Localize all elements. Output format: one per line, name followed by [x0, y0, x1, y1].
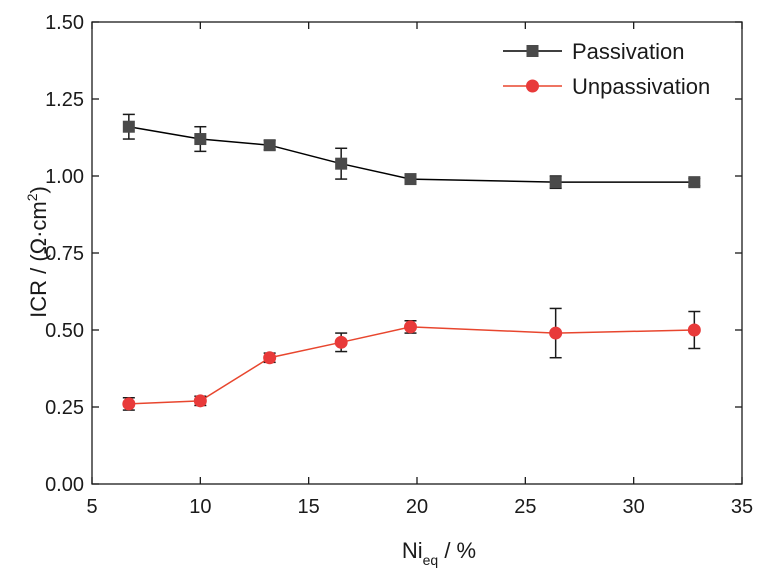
- y-tick-label-2: 0.50: [45, 320, 84, 342]
- y-tick-label-3: 0.75: [45, 243, 84, 265]
- point-unpassivation-3: [334, 335, 348, 349]
- x-tick-label-3: 20: [406, 496, 428, 518]
- axis-ticks: 5 10 15 20 25 30 35 0.00 0.25 0.50 0.75 1.00 1.25 1.5…: [45, 12, 753, 518]
- point-passivation-5: [549, 176, 562, 189]
- x-tick-label-6: 35: [731, 496, 753, 518]
- point-unpassivation-0: [122, 397, 136, 411]
- y-axis-title-close: ): [26, 186, 51, 193]
- legend: Passivation Unpassivation: [503, 39, 710, 99]
- legend-marker-passivation: [526, 45, 539, 57]
- x-axis-title: Nieq / %: [402, 538, 476, 568]
- point-unpassivation-5: [549, 326, 563, 340]
- y-tick-label-4: 1.00: [45, 166, 84, 188]
- x-axis-title-sub: eq: [423, 552, 439, 568]
- point-unpassivation-6: [687, 323, 701, 337]
- point-unpassivation-1: [193, 394, 207, 408]
- y-axis-title-main: ICR / (Ω·cm: [26, 201, 51, 318]
- legend-label-unpassivation: Unpassivation: [572, 74, 710, 99]
- series-line-unpassivation: [128, 326, 695, 405]
- y-axis-title: ICR / (Ω·cm2): [24, 186, 51, 318]
- point-passivation-0: [122, 120, 135, 133]
- y-tick-label-6: 1.50: [45, 12, 84, 34]
- y-tick-label-1: 0.25: [45, 397, 84, 419]
- point-unpassivation-4: [404, 320, 417, 334]
- x-tick-label-1: 10: [189, 496, 211, 518]
- point-passivation-2: [263, 139, 276, 152]
- series-unpassivation: [122, 307, 701, 411]
- point-passivation-1: [194, 133, 207, 146]
- x-axis-title-rest: / %: [438, 538, 476, 563]
- series-layer: [122, 113, 701, 411]
- x-tick-label-2: 15: [298, 496, 320, 518]
- point-passivation-4: [404, 173, 417, 186]
- y-axis-title-sup: 2: [24, 193, 40, 201]
- point-unpassivation-2: [263, 351, 277, 365]
- y-tick-label-0: 0.00: [45, 474, 84, 496]
- x-tick-label-5: 30: [623, 496, 645, 518]
- x-tick-label-0: 5: [86, 496, 97, 518]
- legend-label-passivation: Passivation: [572, 39, 685, 64]
- x-axis-title-main: Ni: [402, 538, 423, 563]
- x-tick-label-4: 25: [514, 496, 536, 518]
- point-passivation-6: [688, 176, 701, 189]
- legend-marker-unpassivation: [526, 79, 539, 93]
- series-passivation: [122, 113, 701, 190]
- point-passivation-3: [335, 157, 348, 170]
- y-tick-label-5: 1.25: [45, 89, 84, 111]
